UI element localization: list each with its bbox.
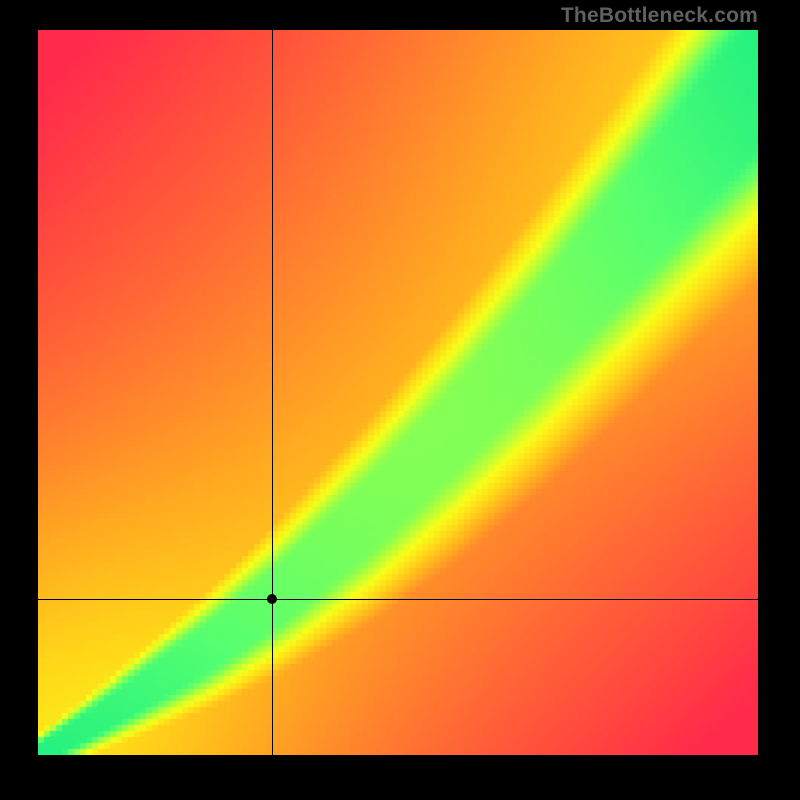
crosshair-horizontal bbox=[38, 599, 758, 600]
marker-point bbox=[267, 594, 277, 604]
crosshair-vertical bbox=[272, 30, 273, 755]
chart-container: TheBottleneck.com bbox=[0, 0, 800, 800]
heatmap-canvas bbox=[38, 30, 758, 755]
watermark-text: TheBottleneck.com bbox=[561, 4, 758, 28]
plot-frame bbox=[38, 30, 758, 755]
